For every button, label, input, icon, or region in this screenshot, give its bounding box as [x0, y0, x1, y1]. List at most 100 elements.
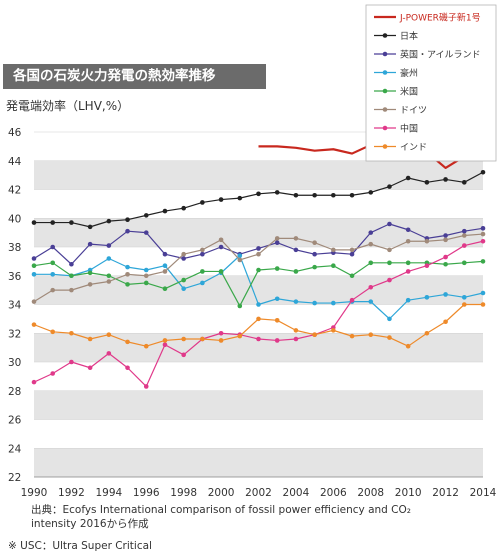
- legend-label: 豪州: [400, 67, 418, 79]
- legend-box: [365, 4, 497, 162]
- data-point: [274, 236, 280, 241]
- data-point: [274, 296, 280, 302]
- y-tick-label: 22: [8, 472, 21, 484]
- y-tick-label: 26: [8, 415, 22, 427]
- legend-swatch-marker: [382, 88, 388, 94]
- legend-swatch-marker: [382, 125, 388, 131]
- data-point: [162, 286, 168, 291]
- x-tick-label: 2004: [283, 487, 310, 499]
- data-point: [106, 273, 112, 279]
- x-tick-label: 2010: [395, 487, 422, 499]
- data-point: [31, 256, 37, 261]
- data-point: [480, 238, 486, 244]
- data-point: [162, 208, 168, 214]
- x-tick-label: 1994: [95, 487, 122, 499]
- data-point: [368, 284, 374, 290]
- data-point: [125, 339, 130, 345]
- legend-item: J-POWER磯子新1号: [374, 12, 481, 24]
- data-point: [387, 221, 392, 227]
- y-tick-label: 32: [8, 328, 21, 340]
- data-point: [69, 261, 74, 267]
- data-point: [443, 237, 448, 243]
- source-line-2: intensity 2016から作成: [31, 518, 149, 530]
- data-point: [443, 254, 448, 260]
- data-point: [162, 269, 168, 274]
- data-point: [181, 336, 186, 342]
- data-point: [106, 256, 112, 261]
- data-point: [200, 200, 205, 205]
- series-英国・アイルランド: [31, 221, 486, 267]
- data-point: [312, 251, 317, 257]
- data-point: [349, 273, 355, 279]
- data-point: [87, 224, 93, 230]
- data-point: [256, 336, 261, 342]
- data-point: [143, 213, 149, 218]
- data-point: [312, 264, 317, 270]
- data-point: [50, 371, 56, 376]
- data-point: [200, 251, 205, 257]
- y-tick-label: 28: [8, 386, 21, 398]
- legend-item: 中国: [374, 123, 418, 135]
- data-point: [293, 192, 299, 198]
- data-point: [461, 260, 467, 266]
- x-tick-label: 2000: [208, 487, 235, 499]
- x-tick-label: 1996: [133, 487, 160, 499]
- y-tick-label: 44: [8, 156, 22, 168]
- data-point: [405, 269, 411, 274]
- legend-label: 日本: [400, 30, 418, 42]
- data-point: [274, 190, 280, 195]
- legend-label: インド: [400, 143, 427, 153]
- usc-note: ※ USC：Ultra Super Critical: [8, 540, 152, 552]
- data-point: [69, 359, 74, 365]
- data-point: [181, 256, 186, 261]
- data-point: [331, 328, 336, 333]
- data-point: [237, 333, 243, 339]
- data-point: [368, 332, 374, 337]
- data-point: [106, 351, 112, 356]
- data-point: [387, 260, 392, 266]
- data-point: [461, 233, 467, 238]
- data-point: [480, 231, 486, 237]
- data-point: [218, 338, 224, 343]
- x-tick-label: 1998: [170, 487, 197, 499]
- data-point: [461, 180, 467, 185]
- data-point: [50, 244, 56, 250]
- data-point: [387, 316, 392, 322]
- data-point: [424, 180, 430, 185]
- legend-label: ドイツ: [400, 106, 427, 116]
- y-axis-ticks: 22 24 26 28 30 32 34 36 38 40 42 44 46: [8, 127, 22, 484]
- y-tick-label: 36: [8, 271, 22, 283]
- chart-title: 各国の石炭火力発電の熱効率推移: [3, 64, 266, 89]
- data-point: [31, 322, 37, 327]
- data-point: [106, 279, 112, 284]
- data-point: [162, 338, 168, 343]
- data-point: [293, 299, 299, 304]
- data-point: [106, 243, 112, 248]
- data-point: [368, 190, 374, 195]
- data-point: [331, 300, 336, 306]
- data-point: [181, 251, 186, 257]
- data-point: [405, 343, 411, 349]
- data-point: [218, 197, 224, 202]
- grid-band: [34, 448, 483, 477]
- data-point: [218, 269, 224, 274]
- y-tick-label: 38: [8, 242, 21, 254]
- legend-item: インド: [374, 143, 427, 153]
- data-point: [405, 297, 411, 303]
- data-point: [293, 269, 299, 274]
- data-point: [50, 220, 56, 225]
- legend-item: ドイツ: [374, 106, 427, 116]
- data-point: [50, 287, 56, 293]
- data-point: [87, 270, 93, 276]
- data-point: [368, 241, 374, 247]
- data-point: [312, 240, 317, 245]
- data-point: [143, 267, 149, 273]
- data-point: [349, 297, 355, 303]
- legend-label: 中国: [400, 123, 418, 135]
- data-point: [461, 295, 467, 300]
- data-point: [218, 330, 224, 336]
- legend-label: 米国: [400, 86, 418, 98]
- x-tick-label: 1992: [58, 487, 85, 499]
- data-point: [218, 244, 224, 250]
- y-tick-label: 34: [8, 300, 22, 312]
